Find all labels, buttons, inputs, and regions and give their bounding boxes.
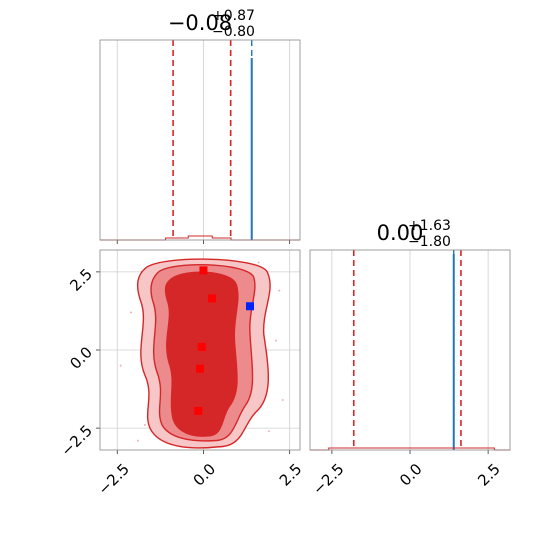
top-title-main: −0.08	[168, 11, 232, 35]
joint-xtick-label-2: 2.5	[276, 460, 306, 490]
top-title-minus: −0.80	[212, 24, 255, 40]
right-title-plus: +1.63	[408, 218, 451, 234]
joint-sample-point-9	[257, 261, 260, 264]
right-title-minus: −1.80	[408, 234, 451, 250]
joint-contour-inner	[164, 271, 239, 437]
joint-ytick-label-0: −2.5	[58, 421, 96, 459]
top-marginal-panel	[99, 39, 301, 244]
top-title-plus: +0.87	[212, 8, 255, 24]
right-xtick-label-1: 0.0	[396, 460, 426, 490]
right-marginal-panel: −2.5 0.0 2.5	[309, 249, 511, 499]
joint-xtick-label-1: 0.0	[190, 460, 220, 490]
right-xtick-label-0: −2.5	[309, 460, 347, 498]
joint-sample-point-2	[278, 289, 281, 292]
joint-ytick-label-2: 2.5	[66, 265, 96, 295]
right-frame	[309, 249, 511, 451]
joint-sample-point-7	[274, 339, 277, 342]
joint-frame	[99, 249, 301, 451]
joint-red-marker-2	[197, 342, 206, 351]
joint-red-marker-0	[199, 266, 208, 275]
joint-sample-point-3	[281, 399, 284, 401]
joint-xtick-label-0: −2.5	[94, 460, 132, 498]
top-frame	[99, 39, 301, 241]
joint-contour-panel: −2.5 0.0 2.5 −2.5 0.0 2.5	[58, 249, 306, 499]
joint-sample-point-8	[136, 439, 139, 442]
top-red-histogram	[100, 235, 300, 241]
right-title-main: 0.00	[377, 221, 424, 245]
right-panel-title: 0.00	[377, 221, 424, 245]
joint-red-marker-4	[194, 406, 203, 415]
joint-red-marker-1	[208, 294, 217, 303]
joint-red-marker-3	[196, 364, 204, 373]
joint-sample-point-1	[130, 311, 133, 314]
joint-sample-point-6	[119, 364, 122, 367]
joint-blue-marker	[246, 302, 254, 311]
joint-sample-point-5	[267, 430, 270, 433]
top-panel-title: −0.08	[168, 11, 232, 35]
joint-ytick-label-1: 0.0	[66, 343, 96, 373]
joint-sample-point-4	[143, 424, 146, 426]
right-xtick-label-2: 2.5	[474, 460, 504, 490]
